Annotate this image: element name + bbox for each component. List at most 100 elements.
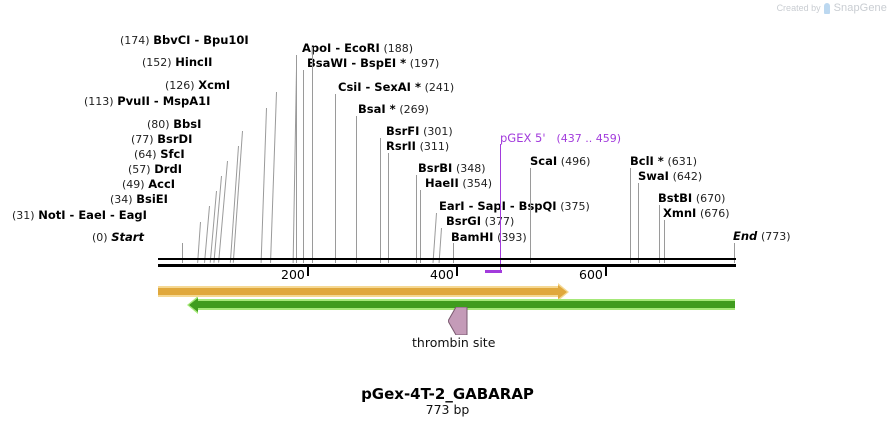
site-enzymes: AccI [148, 177, 176, 191]
site-label-acci[interactable]: (49) AccI [122, 177, 176, 192]
leader-line-bcli [630, 168, 631, 263]
feature-track-green-arrowhead [187, 296, 198, 314]
site-enzymes: NotI - EaeI - EagI [38, 208, 147, 222]
terminal-position: (0) [92, 231, 108, 244]
site-position: (126) [165, 79, 195, 92]
feature-label-pgex-5prime[interactable]: pGEX 5' (437 .. 459) [500, 131, 622, 146]
site-enzymes: BsrGI [446, 214, 481, 228]
site-enzymes: BsaWI - BspEI * [307, 56, 407, 70]
leader-line-pgex-5prime [500, 144, 502, 272]
site-position: (393) [497, 231, 527, 244]
site-enzymes: HaeII [425, 176, 459, 190]
leader-line-rsrii [388, 153, 389, 263]
ruler-line-bottom [158, 264, 736, 267]
leader-line-eari [432, 212, 437, 263]
leader-line-xmni [664, 220, 665, 263]
site-position: (375) [560, 200, 590, 213]
site-label-eari-sapi-bspqi[interactable]: EarI - SapI - BspQI (375) [439, 199, 590, 214]
thrombin-site-marker-icon[interactable] [448, 307, 470, 335]
site-label-drdi[interactable]: (57) DrdI [128, 162, 182, 177]
site-position: (269) [399, 103, 429, 116]
leader-line-noti [197, 221, 201, 263]
site-label-sfci[interactable]: (64) SfcI [134, 147, 185, 162]
terminal-name: Start [111, 230, 144, 244]
site-label-rsrii[interactable]: RsrII (311) [386, 139, 449, 154]
site-label-xmni[interactable]: XmnI (676) [663, 206, 730, 221]
site-label-swai[interactable]: SwaI (642) [638, 170, 702, 184]
watermark-prefix: Created by [776, 3, 821, 13]
plasmid-title: pGex-4T-2_GABARAP [361, 385, 534, 403]
site-label-xcmi[interactable]: (126) XcmI [165, 79, 230, 93]
leader-line-start [182, 243, 183, 263]
terminal-label-start[interactable]: (0) Start [92, 230, 144, 245]
site-label-csii-sexai[interactable]: CsiI - SexAI * (241) [338, 80, 455, 95]
site-enzymes: RsrII [386, 139, 416, 153]
site-label-scai[interactable]: ScaI (496) [530, 154, 591, 169]
site-enzymes: ScaI [530, 154, 558, 168]
site-enzymes: BclI * [630, 154, 664, 168]
site-label-bsiei[interactable]: (34) BsiEI [110, 192, 168, 207]
site-label-bsawi-bspei[interactable]: BsaWI - BspEI * (197) [307, 56, 440, 71]
site-position: (31) [12, 209, 35, 222]
leader-line-bbvci [312, 47, 313, 263]
site-position: (241) [424, 81, 455, 94]
site-label-bsrfi[interactable]: BsrFI (301) [386, 125, 453, 139]
site-label-bstbi[interactable]: BstBI (670) [658, 192, 725, 206]
site-position: (34) [110, 193, 133, 206]
site-enzymes: PvuII - MspA1I [117, 94, 211, 108]
site-label-hincii[interactable]: (152) HincII [142, 56, 212, 70]
site-label-bamhi[interactable]: BamHI (393) [451, 231, 527, 245]
site-position: (354) [462, 177, 492, 190]
site-label-apoi-ecori[interactable]: ApoI - EcoRI (188) [302, 41, 414, 56]
site-label-pvuii-mspa1i[interactable]: (113) PvuII - MspA1I [84, 94, 211, 109]
site-label-bsrgi[interactable]: BsrGI (377) [446, 214, 515, 229]
site-position: (57) [128, 163, 151, 176]
site-label-noti-eaei-eagi[interactable]: (31) NotI - EaeI - EagI [12, 208, 147, 223]
site-position: (348) [455, 162, 486, 175]
site-label-bsrdi[interactable]: (77) BsrDI [131, 132, 193, 147]
leader-line-bamhi [453, 243, 454, 263]
terminal-name: End [733, 229, 758, 243]
site-enzymes: SfcI [160, 147, 185, 161]
feature-track-orange-arrowhead [558, 283, 569, 301]
leader-line-pvuii [260, 107, 267, 263]
watermark-brand: SnapGene [833, 2, 887, 14]
feature-segment-pgex-5prime[interactable] [485, 270, 502, 273]
site-enzymes: XmnI [663, 206, 697, 220]
site-position: (174) [120, 34, 150, 47]
leader-line-sfci [218, 160, 228, 263]
site-enzymes: CsiI - SexAI * [338, 80, 421, 94]
leader-line-bsrfi [380, 138, 381, 263]
site-position: (188) [383, 42, 414, 55]
site-position: (377) [485, 215, 515, 228]
feature-name: pGEX 5' [500, 131, 546, 145]
site-position: (301) [423, 125, 453, 138]
site-label-bsrbi[interactable]: BsrBI (348) [418, 161, 486, 176]
leader-line-haeii [420, 190, 421, 263]
site-enzymes: BsiEI [136, 192, 168, 206]
leader-line-csii [335, 94, 336, 263]
site-enzymes: EarI - SapI - BspQI [439, 199, 557, 213]
ruler-label-200: 200 [281, 267, 305, 282]
leader-line-bsawi [303, 70, 304, 263]
leader-line-apoi [296, 55, 297, 263]
site-position: (197) [409, 57, 440, 70]
leader-line-bsiei [204, 205, 210, 263]
site-enzymes: ApoI - EcoRI [302, 41, 380, 55]
site-enzymes: BsrBI [418, 161, 453, 175]
site-label-bsai[interactable]: BsaI * (269) [358, 103, 429, 117]
feature-range: (437 .. 459) [556, 132, 622, 145]
ruler-label-600: 600 [579, 267, 603, 282]
ruler-label-400: 400 [430, 267, 454, 282]
site-position: (496) [560, 155, 591, 168]
site-label-bcli[interactable]: BclI * (631) [630, 154, 697, 169]
feature-track-orange[interactable] [158, 286, 558, 297]
terminal-label-end[interactable]: End (773) [733, 229, 791, 244]
leader-line-scai [530, 168, 531, 263]
site-label-bbsi[interactable]: (80) BbsI [147, 118, 201, 132]
site-position: (64) [134, 148, 157, 161]
site-label-haeii[interactable]: HaeII (354) [425, 176, 492, 191]
site-label-bbvci-bpu10i[interactable]: (174) BbvCI - Bpu10I [120, 34, 249, 48]
site-enzymes: DrdI [154, 162, 182, 176]
site-enzymes: BsrDI [157, 132, 193, 146]
